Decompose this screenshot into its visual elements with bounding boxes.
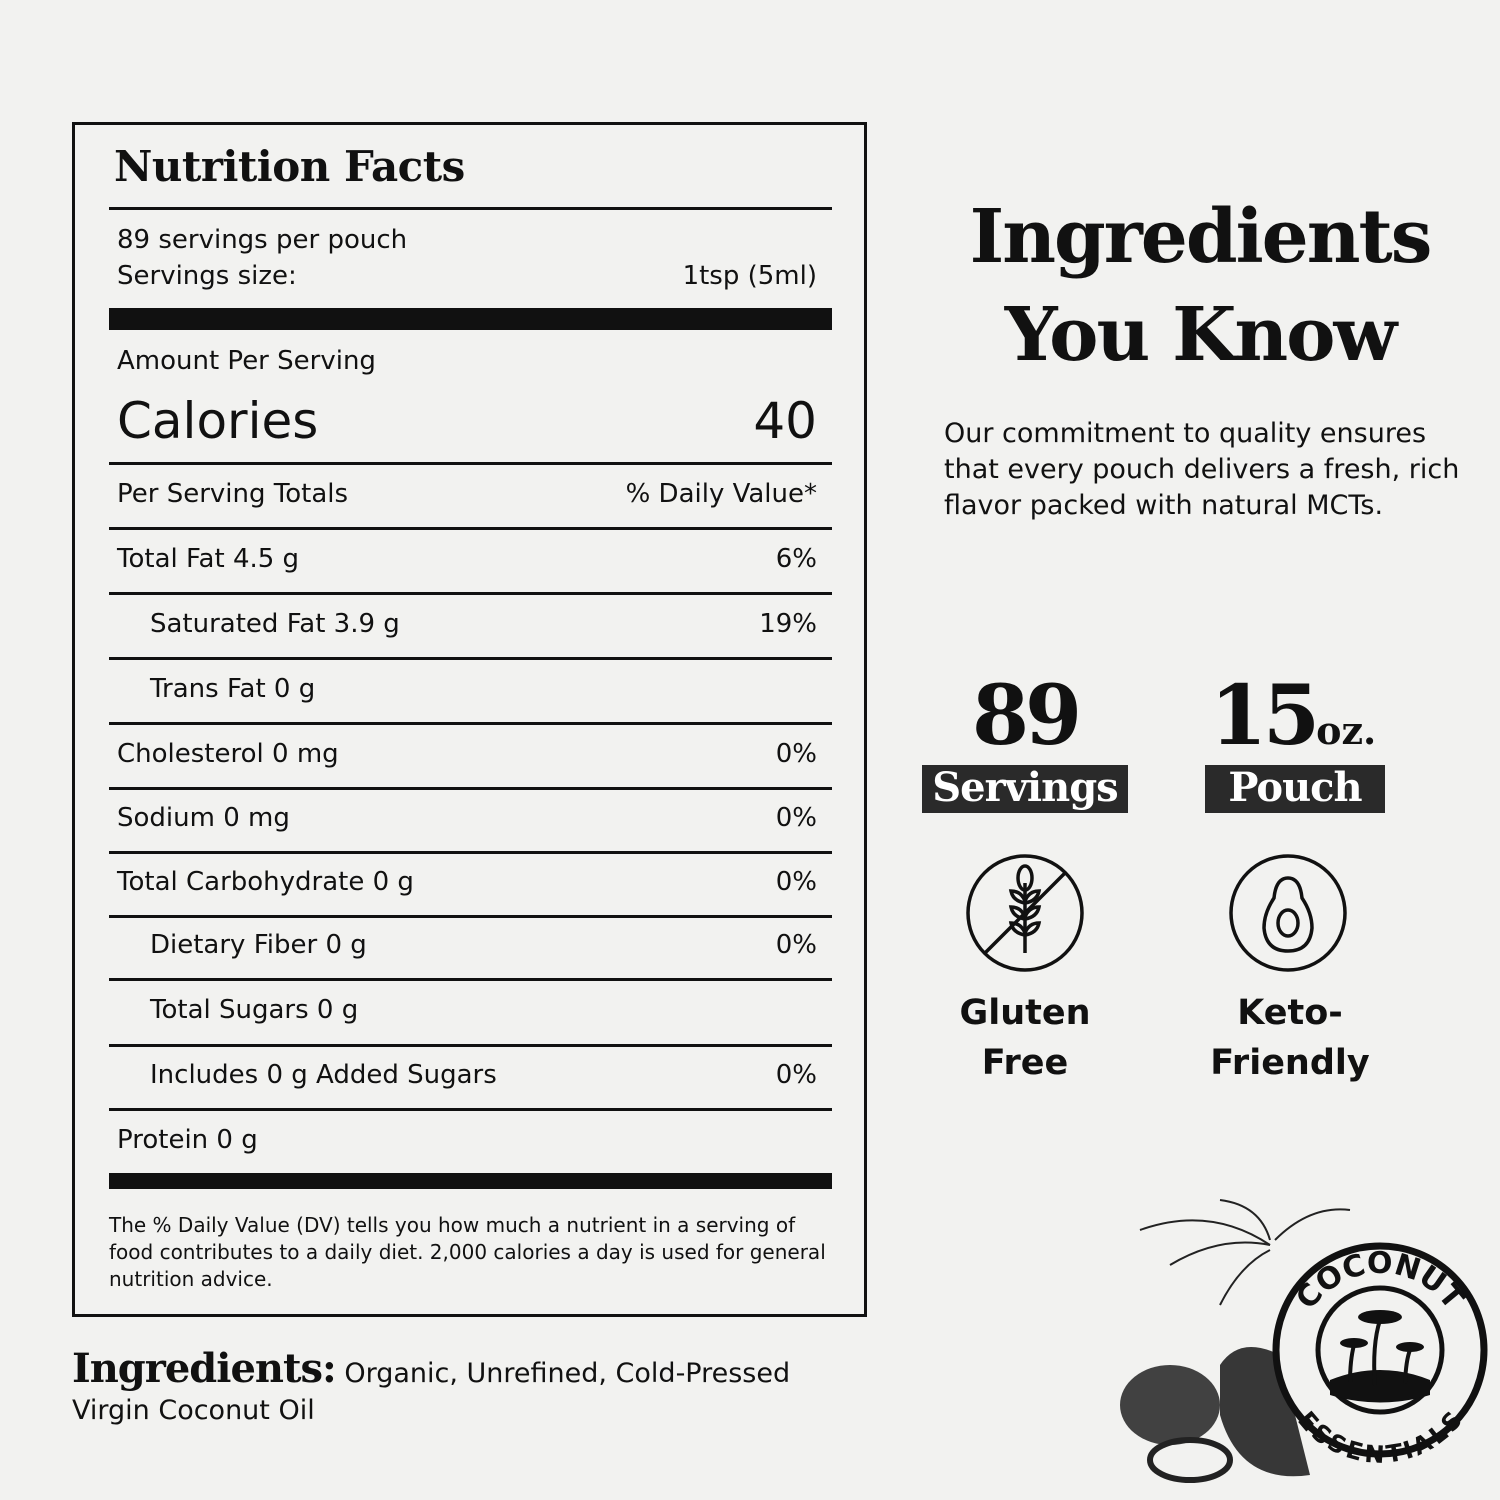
nutrient-label: Total Sugars 0 g bbox=[150, 995, 359, 1025]
brand-logo: COCONUT ESSENTIALS bbox=[1120, 1199, 1488, 1483]
daily-value-label: % Daily Value* bbox=[625, 479, 817, 509]
feature-line: Gluten bbox=[959, 993, 1091, 1033]
servings-label: Servings bbox=[922, 765, 1128, 813]
divider bbox=[109, 462, 832, 465]
totals-header: Per Serving Totals % Daily Value* bbox=[117, 474, 817, 514]
calories-label: Calories bbox=[117, 392, 319, 450]
size-number: 15oz. bbox=[1210, 668, 1390, 764]
nutrient-row: Dietary Fiber 0 g 0% bbox=[117, 925, 817, 965]
servings-per-text: 89 servings per pouch bbox=[117, 225, 408, 255]
size-value: 15 bbox=[1210, 668, 1320, 764]
ingredients-text: Organic, Unrefined, Cold-Pressed Virgin … bbox=[72, 1358, 791, 1426]
nutrient-daily-value: 0% bbox=[775, 803, 817, 833]
nutrient-daily-value: 0% bbox=[775, 1060, 817, 1090]
thick-divider bbox=[109, 308, 832, 330]
nutrient-row: Saturated Fat 3.9 g 19% bbox=[117, 604, 817, 644]
serving-size-label: Servings size: bbox=[117, 261, 297, 291]
nutrient-row: Total Fat 4.5 g 6% bbox=[117, 539, 817, 579]
divider bbox=[109, 1108, 832, 1111]
palm-leaves-illustration bbox=[1139, 1199, 1351, 1306]
size-label: Pouch bbox=[1205, 765, 1385, 813]
nutrient-row: Total Carbohydrate 0 g 0% bbox=[117, 862, 817, 902]
nutrient-daily-value: 0% bbox=[775, 739, 817, 769]
nutrient-label: Saturated Fat 3.9 g bbox=[150, 609, 400, 639]
divider bbox=[109, 527, 832, 530]
nutrient-label: Includes 0 g Added Sugars bbox=[150, 1060, 497, 1090]
avocado-icon bbox=[1229, 854, 1347, 972]
serving-size: Servings size: 1tsp (5ml) bbox=[117, 256, 817, 296]
calories-value: 40 bbox=[753, 392, 817, 450]
nutrient-row: Total Sugars 0 g bbox=[117, 990, 817, 1030]
divider bbox=[109, 722, 832, 725]
divider bbox=[109, 592, 832, 595]
nutrient-daily-value: 0% bbox=[775, 930, 817, 960]
divider bbox=[109, 851, 832, 854]
divider bbox=[109, 1044, 832, 1047]
amount-per-serving-label: Amount Per Serving bbox=[117, 346, 376, 376]
amount-per-serving: Amount Per Serving bbox=[117, 341, 817, 381]
nutrient-label: Dietary Fiber 0 g bbox=[150, 930, 367, 960]
nutrient-label: Total Fat 4.5 g bbox=[117, 544, 300, 574]
divider bbox=[109, 657, 832, 660]
footnote: The % Daily Value (DV) tells you how muc… bbox=[109, 1213, 826, 1291]
calories-row: Calories 40 bbox=[117, 392, 817, 450]
feature-gluten-free: Gluten Free bbox=[925, 988, 1125, 1088]
feature-keto-friendly: Keto- Friendly bbox=[1180, 988, 1400, 1088]
servings-per-container: 89 servings per pouch bbox=[117, 220, 817, 260]
feature-line: Keto- bbox=[1237, 993, 1343, 1033]
coconuts-illustration bbox=[1120, 1347, 1310, 1483]
nutrient-daily-value: 6% bbox=[775, 544, 817, 574]
ingredients-statement: Ingredients: Organic, Unrefined, Cold-Pr… bbox=[72, 1349, 872, 1429]
ingredients-label: Ingredients: bbox=[72, 1345, 337, 1392]
servings-number: 89 bbox=[971, 668, 1082, 764]
nutrient-daily-value: 19% bbox=[759, 609, 817, 639]
divider bbox=[109, 207, 832, 210]
nutrient-label: Trans Fat 0 g bbox=[150, 674, 316, 704]
nutrient-label: Sodium 0 mg bbox=[117, 803, 290, 833]
gluten-free-icon bbox=[966, 854, 1084, 972]
nutrient-row: Protein 0 g bbox=[117, 1120, 817, 1160]
totals-label: Per Serving Totals bbox=[117, 479, 349, 509]
nutrient-label: Total Carbohydrate 0 g bbox=[117, 867, 414, 897]
promo-heading: Ingredients You Know bbox=[930, 188, 1470, 384]
serving-size-value: 1tsp (5ml) bbox=[682, 261, 817, 291]
nutrient-row: Cholesterol 0 mg 0% bbox=[117, 734, 817, 774]
thick-divider bbox=[109, 1173, 832, 1189]
nutrient-daily-value: 0% bbox=[775, 867, 817, 897]
feature-line: Free bbox=[981, 1043, 1069, 1083]
nutrition-facts-panel bbox=[72, 122, 867, 1317]
divider bbox=[109, 915, 832, 918]
heading-line-1: Ingredients bbox=[969, 194, 1433, 280]
nutrient-label: Protein 0 g bbox=[117, 1125, 258, 1155]
promo-description: Our commitment to quality ensures that e… bbox=[944, 418, 1460, 521]
size-unit: oz. bbox=[1316, 708, 1377, 753]
nutrient-row: Trans Fat 0 g bbox=[117, 669, 817, 709]
divider bbox=[109, 787, 832, 790]
nutrient-label: Cholesterol 0 mg bbox=[117, 739, 339, 769]
nutrient-row: Sodium 0 mg 0% bbox=[117, 798, 817, 838]
divider bbox=[109, 978, 832, 981]
nutrient-row: Includes 0 g Added Sugars 0% bbox=[117, 1055, 817, 1095]
heading-line-2: You Know bbox=[1004, 292, 1398, 378]
feature-line: Friendly bbox=[1210, 1043, 1370, 1083]
nutrition-title: Nutrition Facts bbox=[114, 142, 465, 191]
